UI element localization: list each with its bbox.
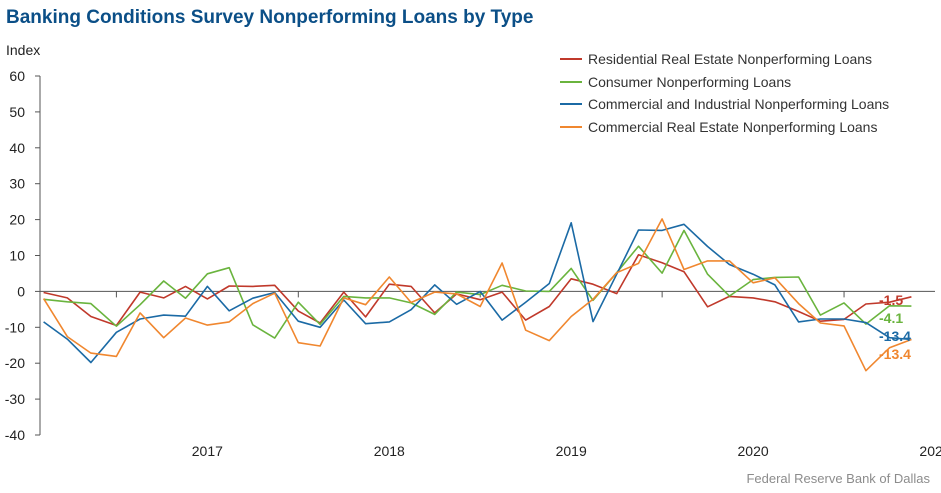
y-tick-label: 20 (9, 212, 25, 228)
legend-swatch (560, 80, 582, 83)
series-end-label: -13.4 (879, 328, 911, 344)
legend-label: Consumer Nonperforming Loans (588, 73, 792, 90)
y-tick-label: 10 (9, 248, 25, 264)
source-note: Federal Reserve Bank of Dallas (746, 471, 930, 486)
series-line-3 (42, 218, 912, 372)
y-tick-label: -40 (5, 427, 25, 443)
y-tick-label: 40 (9, 140, 25, 156)
chart-legend: Residential Real Estate Nonperforming Lo… (560, 48, 889, 138)
legend-item-commercial-real-estate: Commercial Real Estate Nonperforming Loa… (560, 116, 889, 139)
legend-item-commercial-industrial: Commercial and Industrial Nonperforming … (560, 93, 889, 116)
x-tick-label: 2019 (556, 443, 587, 459)
series-end-label: -1.5 (879, 292, 903, 308)
y-tick-label: 30 (9, 176, 25, 192)
series-end-label: -4.1 (879, 310, 903, 326)
series-end-label: -13.4 (879, 346, 911, 362)
legend-item-consumer: Consumer Nonperforming Loans (560, 71, 889, 94)
x-tick-label: 2017 (192, 443, 223, 459)
x-tick-label: 2018 (374, 443, 405, 459)
legend-label: Residential Real Estate Nonperforming Lo… (588, 51, 873, 68)
legend-label: Commercial and Industrial Nonperforming … (588, 96, 890, 113)
series-line-1 (43, 229, 912, 339)
y-axis-unit-label: Index (6, 42, 41, 58)
y-tick-label: 0 (17, 283, 25, 299)
series-line-2 (43, 222, 912, 364)
legend-label: Commercial Real Estate Nonperforming Loa… (588, 118, 878, 135)
y-tick-label: -10 (5, 319, 25, 335)
y-tick-label: 60 (9, 68, 25, 84)
legend-swatch (560, 125, 582, 128)
y-tick-label: -30 (5, 391, 25, 407)
y-tick-label: 50 (9, 104, 25, 120)
x-tick-label: 2021 (919, 443, 941, 459)
legend-swatch (560, 58, 582, 61)
y-tick-label: -20 (5, 355, 25, 371)
x-tick-label: 2020 (738, 443, 769, 459)
legend-item-residential: Residential Real Estate Nonperforming Lo… (560, 48, 889, 71)
chart-title: Banking Conditions Survey Nonperforming … (6, 7, 534, 28)
legend-swatch (560, 103, 582, 106)
